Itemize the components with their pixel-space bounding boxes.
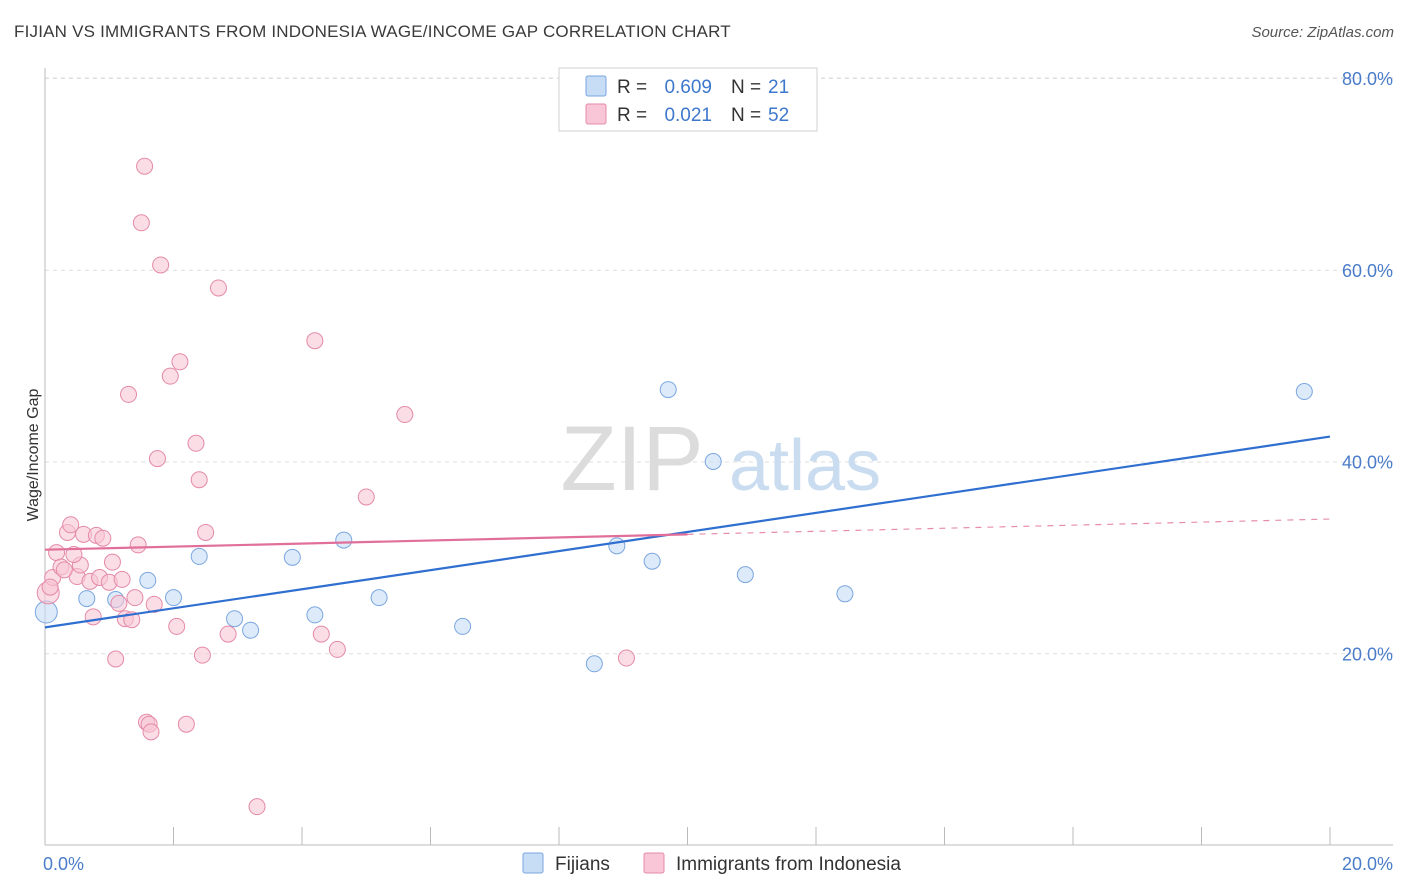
indonesia-point: [306, 332, 324, 350]
legend-swatch-fijians-bottom: [522, 852, 544, 874]
indonesia-point: [48, 544, 66, 562]
watermark-atlas: atlas: [729, 426, 881, 506]
fijians-point: [226, 610, 244, 628]
x-tick-label-min: 0.0%: [43, 854, 84, 874]
watermark-zip: ZIP: [560, 408, 703, 510]
indonesia-point: [132, 214, 150, 232]
legend-label-fijians: Fijians: [555, 854, 610, 875]
indonesia-point: [328, 640, 346, 658]
fijians-point: [242, 621, 260, 639]
trend-lines: [44, 435, 1331, 629]
fijians-point: [585, 655, 603, 673]
fijians-point: [736, 566, 754, 584]
legend-n-label: N =: [731, 105, 761, 126]
indonesia-point: [209, 279, 227, 297]
fijians-point: [283, 548, 301, 566]
indonesia-point: [190, 471, 208, 489]
tick-labels: 20.0% 40.0% 60.0% 80.0% 0.0% 20.0%: [43, 69, 1393, 874]
indonesia-point: [55, 561, 73, 579]
indonesia-point: [148, 450, 166, 468]
indonesia-point: [142, 723, 160, 741]
indonesia-point: [161, 367, 179, 385]
fijians-point: [165, 589, 182, 607]
y-tick-label: 40.0%: [1342, 453, 1393, 473]
indonesia-point: [357, 488, 375, 506]
indonesia-point: [219, 625, 237, 643]
indonesia-point: [152, 256, 170, 274]
x-tick-label-max: 20.0%: [1342, 854, 1393, 874]
indonesia-point: [41, 578, 59, 596]
fijians-point: [370, 589, 388, 607]
y-tick-label: 60.0%: [1342, 261, 1393, 281]
legend-n-label: N =: [731, 77, 761, 98]
indonesia-point: [62, 516, 80, 534]
fijians-point: [608, 537, 626, 555]
indonesia-point: [103, 553, 121, 571]
indonesia-point: [187, 434, 205, 452]
indonesia-trend-line: [44, 533, 688, 551]
fijians-point: [1295, 383, 1313, 401]
fijians-point: [704, 453, 722, 470]
indonesia-point: [113, 570, 131, 588]
axes: [44, 68, 1393, 846]
fijians-point: [643, 552, 661, 570]
fijians-point: [306, 606, 324, 624]
y-tick-label: 80.0%: [1342, 69, 1393, 89]
indonesia-point: [248, 798, 266, 816]
fijians-point: [335, 531, 353, 549]
fijians-point: [190, 547, 208, 565]
indonesia-point: [94, 529, 112, 547]
indonesia-point: [84, 608, 102, 626]
indonesia-point: [126, 589, 144, 607]
legend-swatch-indonesia: [585, 103, 607, 125]
series-legend: Fijians Immigrants from Indonesia: [522, 852, 901, 875]
indonesia-point: [110, 594, 128, 612]
fijians-point: [454, 617, 472, 635]
legend-n-value: 52: [768, 105, 789, 126]
fijians-point: [659, 381, 677, 399]
fijians-point: [139, 571, 157, 589]
indonesia-point: [136, 157, 154, 175]
indonesia-point: [120, 385, 138, 403]
legend: R = 0.609 N = 21 R = 0.021 N = 52: [558, 67, 818, 132]
data-points: [34, 157, 1313, 816]
indonesia-point: [168, 617, 186, 635]
fijians-point: [836, 585, 854, 603]
indonesia-trend-line-extension: [687, 518, 1331, 535]
legend-r-label: R =: [617, 77, 647, 98]
indonesia-point: [107, 650, 125, 668]
y-tick-label: 20.0%: [1342, 644, 1393, 664]
indonesia-point: [617, 649, 635, 667]
legend-r-value: 0.021: [664, 105, 712, 126]
fijians-point: [34, 600, 58, 624]
legend-swatch-indonesia-bottom: [643, 852, 665, 874]
fijians-point: [78, 590, 96, 608]
indonesia-point: [396, 406, 414, 424]
watermark: ZIP atlas: [560, 408, 881, 510]
fijians-trend-line: [44, 435, 1331, 629]
legend-swatch-fijians: [585, 75, 607, 97]
indonesia-point: [129, 536, 147, 554]
indonesia-point: [145, 595, 163, 613]
gridlines: [45, 77, 1393, 655]
indonesia-point: [171, 353, 189, 371]
indonesia-point: [197, 523, 215, 541]
indonesia-point: [65, 545, 83, 563]
chart-title: FIJIAN VS IMMIGRANTS FROM INDONESIA WAGE…: [14, 22, 731, 41]
legend-label-indonesia: Immigrants from Indonesia: [676, 854, 901, 875]
indonesia-point: [177, 715, 195, 733]
legend-r-value: 0.609: [664, 77, 712, 98]
source-label: Source: ZipAtlas.com: [1251, 24, 1394, 41]
legend-r-label: R =: [617, 105, 647, 126]
indonesia-point: [312, 625, 330, 643]
legend-n-value: 21: [768, 77, 789, 98]
indonesia-point: [193, 646, 211, 664]
